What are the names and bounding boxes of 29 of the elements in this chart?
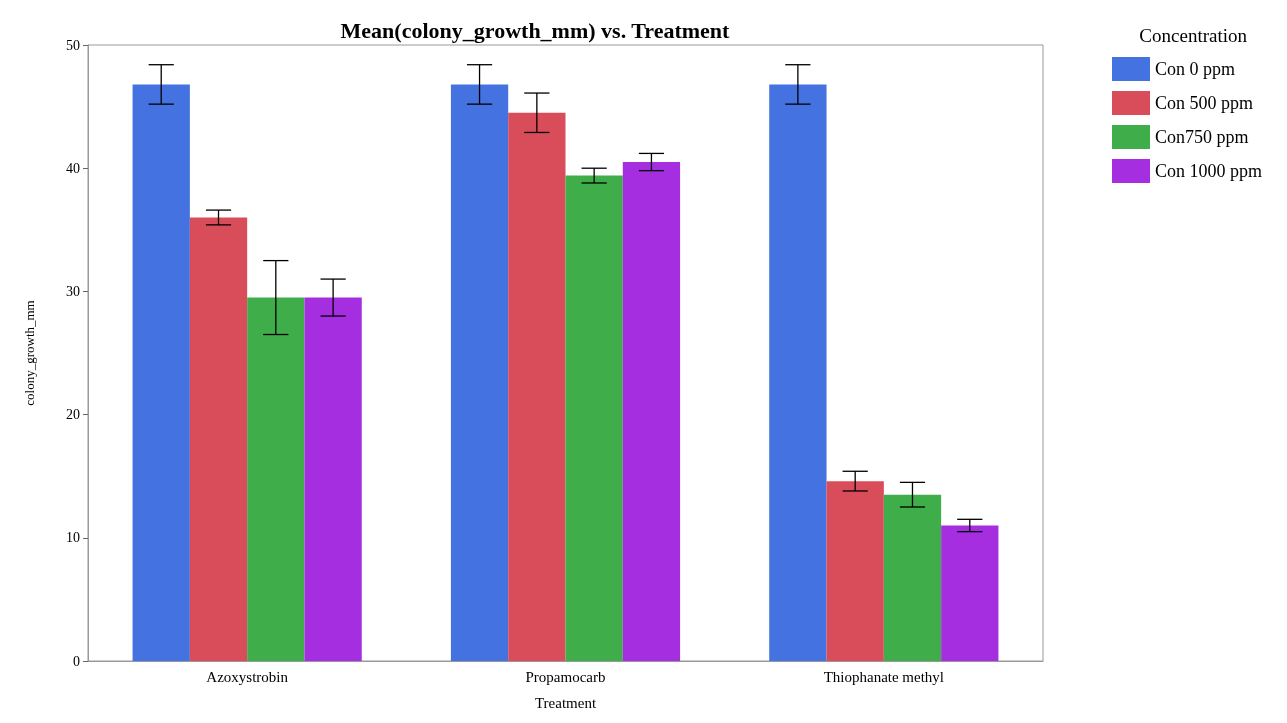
bar xyxy=(304,297,362,661)
chart-title: Mean(colony_growth_mm) vs. Treatment xyxy=(340,17,731,43)
bar xyxy=(189,217,248,661)
bar xyxy=(622,162,681,661)
bar xyxy=(826,481,884,661)
legend-label: Con750 ppm xyxy=(1154,127,1249,147)
x-axis-title: Treatment xyxy=(534,694,597,711)
bar xyxy=(132,84,190,661)
y-tick-label: 20 xyxy=(66,407,80,423)
legend-title: Concentration xyxy=(1139,25,1248,46)
bar xyxy=(450,84,509,661)
bar xyxy=(565,175,623,661)
y-tick-label: 0 xyxy=(73,653,80,669)
bar xyxy=(508,112,566,661)
legend-label: Con 0 ppm xyxy=(1154,59,1236,79)
legend-label: Con 1000 ppm xyxy=(1154,161,1263,181)
x-tick-label: Azoxystrobin xyxy=(206,668,289,685)
x-tick-label: Thiophanate methyl xyxy=(823,668,945,685)
y-axis-title: colony_growth_mm xyxy=(22,300,37,406)
y-tick-label: 30 xyxy=(66,283,80,299)
x-tick-label: Propamocarb xyxy=(525,668,606,685)
legend-label: Con 500 ppm xyxy=(1154,93,1254,113)
bar xyxy=(769,84,827,661)
bar xyxy=(247,297,305,661)
y-tick-label: 50 xyxy=(66,37,80,53)
bar xyxy=(941,525,999,661)
y-tick-label: 40 xyxy=(66,160,80,176)
bar xyxy=(883,494,942,661)
y-tick-label: 10 xyxy=(66,530,80,546)
